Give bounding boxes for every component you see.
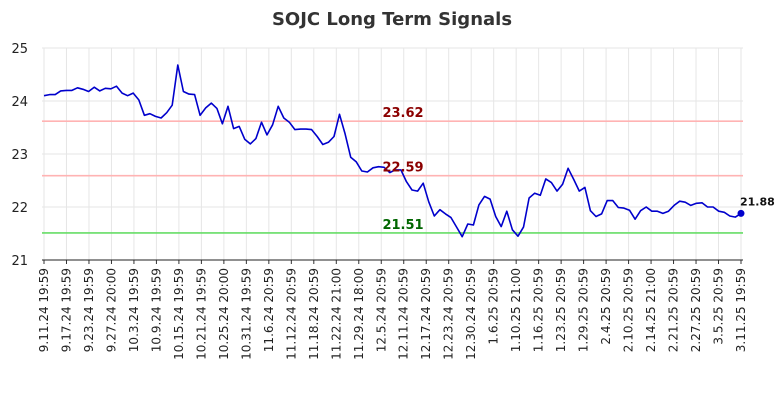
x-tick-label: 1.16.25 20:59 (532, 268, 546, 352)
x-tick-label: 12.23.24 20:59 (442, 268, 456, 360)
x-tick-label: 10.9.24 19:59 (149, 268, 163, 352)
x-tick-label: 11.6.24 20:59 (262, 268, 276, 352)
x-tick-label: 2.10.25 20:59 (622, 268, 636, 352)
x-tick-label: 2.14.25 21:00 (644, 268, 658, 352)
x-tick-label: 9.27.24 20:00 (104, 268, 118, 352)
series-layer (43, 64, 745, 238)
x-tick-label: 11.22.24 21:00 (329, 268, 343, 360)
x-tick-label: 12.11.24 20:59 (397, 268, 411, 360)
price-series-line (43, 64, 742, 238)
reference-lines (42, 120, 743, 234)
x-tick-label: 12.30.24 20:59 (464, 268, 478, 360)
x-tick-label: 2.27.25 20:59 (689, 268, 703, 352)
x-tick-label: 3.11.25 19:59 (734, 268, 748, 352)
x-tick-label: 2.21.25 20:59 (667, 268, 681, 352)
x-tick-label: 11.12.24 20:59 (284, 268, 298, 360)
x-tick-label: 9.17.24 19:59 (59, 268, 73, 352)
reference-line-label: 23.62 (382, 106, 423, 121)
axis-layer: 21 22 23 24 25 9.11.24 19:59 9.17.24 19:59 9.23… (11, 42, 748, 360)
x-tick-label: 1.29.25 20:59 (577, 268, 591, 352)
x-tick-label: 9.11.24 19:59 (37, 268, 51, 352)
chart-title: SOJC Long Term Signals (272, 9, 512, 30)
x-tick-label: 10.25.24 20:00 (217, 268, 231, 360)
x-tick-label: 10.3.24 19:59 (127, 268, 141, 352)
x-tick-label: 12.5.24 20:59 (374, 268, 388, 352)
x-tick-label: 1.23.25 20:59 (554, 268, 568, 352)
y-tick-label: 24 (11, 95, 28, 110)
reference-line-label: 22.59 (382, 161, 423, 176)
last-value-label: 21.88 (740, 195, 775, 208)
x-tick-label: 11.29.24 18:00 (352, 268, 366, 360)
x-tick-label: 10.21.24 19:59 (194, 268, 208, 360)
last-point-marker (737, 209, 745, 217)
x-tick-label: 9.23.24 19:59 (82, 268, 96, 352)
x-tick-label: 10.31.24 19:59 (239, 268, 253, 360)
x-tick-label: 1.10.25 21:00 (509, 268, 523, 352)
x-tick-label: 10.15.24 19:59 (172, 268, 186, 360)
label-layer: 23.62 22.59 21.51 21.88 (382, 106, 774, 233)
x-tick-label: 12.17.24 20:59 (419, 268, 433, 360)
y-tick-label: 21 (11, 254, 28, 269)
x-tick-label: 3.5.25 20:59 (712, 268, 726, 345)
y-tick-label: 25 (11, 42, 28, 57)
y-tick-label: 22 (11, 201, 28, 216)
grid-layer (42, 47, 743, 260)
x-tick-label: 1.6.25 20:59 (487, 268, 501, 345)
y-tick-label: 23 (11, 148, 28, 163)
x-tick-label: 2.4.25 20:59 (599, 268, 613, 345)
reference-line-label: 21.51 (382, 218, 423, 233)
x-tick-label: 11.18.24 20:59 (307, 268, 321, 360)
